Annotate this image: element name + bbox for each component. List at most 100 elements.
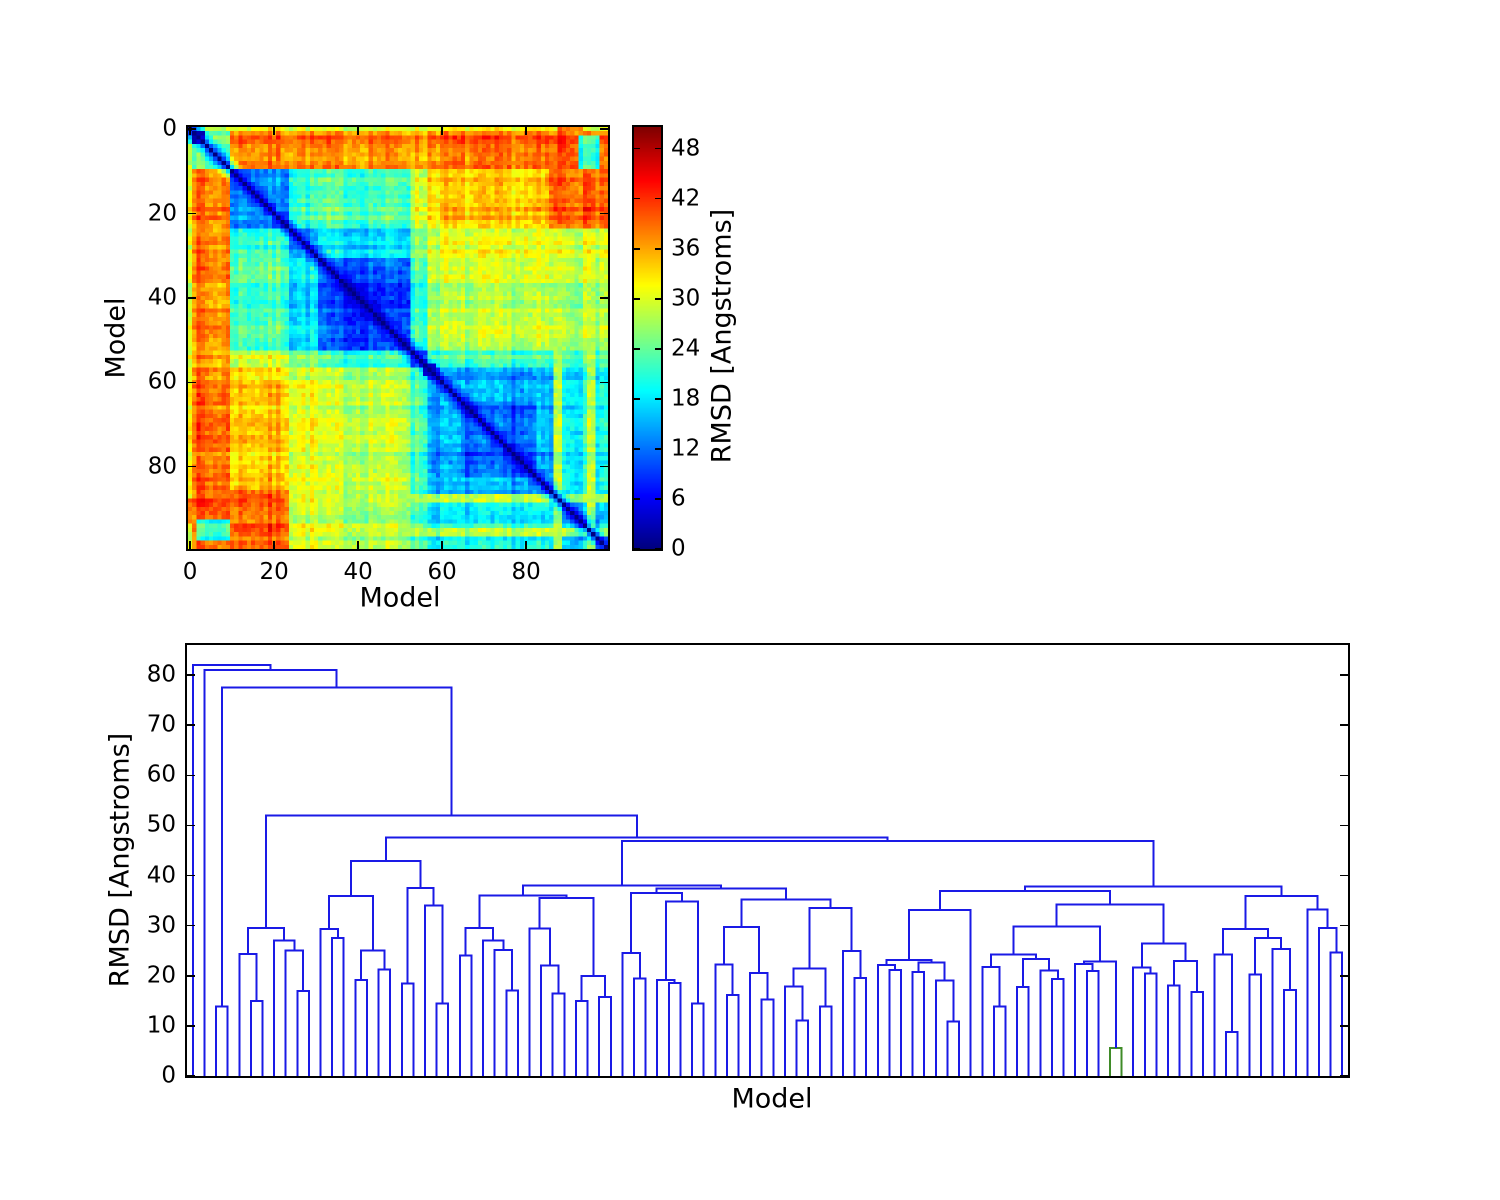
colorbar-tick — [634, 398, 640, 400]
heatmap-xtick — [525, 541, 527, 549]
dendrogram-link — [191, 664, 272, 1076]
dendrogram-ytick — [1340, 774, 1348, 777]
heatmap-ytick — [600, 465, 608, 468]
dendrogram-link — [1055, 903, 1165, 944]
heatmap-ytick — [188, 128, 196, 130]
colorbar-tick — [634, 147, 640, 150]
heatmap-ytick-label: 20 — [147, 200, 177, 226]
heatmap-xtick-label: 0 — [182, 559, 198, 585]
dendrogram-link — [551, 992, 566, 1076]
colorbar-tick — [634, 348, 640, 350]
dendrogram-link — [1329, 951, 1344, 1076]
colorbar-tick — [655, 348, 661, 350]
dendrogram-ytick — [1340, 1025, 1348, 1027]
dendrogram-ytick-label: 0 — [161, 1062, 176, 1089]
dendrogram-ytick-label: 60 — [146, 761, 176, 788]
dendrogram-axes — [185, 643, 1350, 1078]
heatmap-xtick — [189, 541, 191, 549]
heatmap-axes — [186, 125, 610, 551]
dendrogram-link — [876, 964, 897, 1076]
dendrogram-link — [908, 909, 972, 1076]
dendrogram-link — [740, 898, 832, 928]
colorbar-tick — [634, 448, 640, 450]
heatmap-ytick — [600, 128, 608, 130]
dendrogram-link — [1306, 908, 1329, 1076]
dendrogram-link — [1317, 927, 1338, 1076]
dendrogram-link — [1074, 963, 1094, 1076]
dendrogram-link — [360, 949, 386, 980]
dendrogram-ytick — [1340, 824, 1348, 827]
dendrogram-link — [818, 1005, 833, 1076]
heatmap-ytick — [600, 381, 608, 384]
dendrogram-ytick-label: 20 — [146, 962, 176, 989]
dendrogram-link — [598, 995, 612, 1076]
dendrogram-ytick — [1340, 1075, 1348, 1077]
colorbar-tick-label: 30 — [671, 285, 701, 312]
dendrogram-link — [349, 860, 422, 897]
dendrogram-ytick-label: 50 — [146, 811, 176, 838]
colorbar-tick-label: 0 — [671, 535, 686, 562]
colorbar-tick — [634, 197, 640, 200]
dendrogram-link — [296, 989, 310, 1076]
dendrogram-link — [1248, 973, 1262, 1076]
dendrogram-link — [792, 967, 827, 1007]
dendrogram-link — [989, 953, 1037, 967]
dendrogram-link — [354, 978, 368, 1076]
colorbar-gradient — [634, 127, 661, 549]
dendrogram-ytick — [187, 1075, 195, 1077]
dendrogram-link — [691, 1002, 705, 1076]
dendrogram-link — [493, 949, 514, 1076]
heatmap-xtick-label: 80 — [511, 559, 541, 585]
colorbar-tick — [655, 248, 661, 250]
heatmap-xtick — [273, 127, 275, 135]
dendrogram-link — [992, 1005, 1007, 1076]
dendrogram-link — [521, 884, 723, 896]
colorbar-tick-label: 48 — [671, 135, 701, 162]
heatmap-xtick — [441, 541, 443, 549]
colorbar-tick — [655, 197, 661, 200]
colorbar-tick — [655, 398, 661, 400]
dendrogram-link — [1213, 953, 1233, 1076]
dendrogram-link — [424, 904, 444, 1076]
dendrogram-link — [406, 887, 435, 984]
dendrogram-ytick — [1340, 874, 1348, 877]
dendrogram-link — [528, 927, 551, 1076]
dendrogram-link — [722, 926, 760, 973]
dendrogram-link — [482, 939, 505, 1076]
dendrogram-link — [1283, 988, 1297, 1076]
dendrogram-link — [538, 897, 595, 976]
dendrogram-xlabel: Model — [731, 1083, 813, 1115]
heatmap-image — [188, 127, 608, 549]
dendrogram-link — [273, 939, 296, 1076]
colorbar-tick — [655, 548, 661, 550]
dendrogram-ytick — [1340, 674, 1348, 676]
dendrogram-link — [1271, 948, 1291, 1076]
dendrogram-ytick — [187, 674, 195, 676]
colorbar-tick — [634, 548, 640, 550]
colorbar-tick-label: 12 — [671, 435, 701, 462]
dendrogram-link — [331, 937, 345, 1076]
heatmap-ytick-label: 0 — [162, 115, 177, 142]
dendrogram-ytick — [1340, 924, 1348, 927]
dendrogram-ytick — [187, 724, 195, 726]
dendrogram-link — [400, 982, 415, 1076]
dendrogram-link — [630, 892, 683, 954]
dendrogram-link — [1140, 942, 1187, 968]
dendrogram-link — [621, 952, 641, 1076]
dendrogram-link — [464, 927, 495, 956]
heatmap-xtick — [357, 127, 359, 135]
colorbar-tick-label: 24 — [671, 335, 701, 362]
colorbar-tick — [634, 498, 640, 500]
dendrogram-ytick — [187, 774, 195, 777]
dendrogram-link — [749, 971, 769, 1076]
heatmap-xtick-label: 60 — [427, 559, 457, 585]
dendrogram-ytick-label: 70 — [146, 711, 176, 738]
dendrogram-plot — [191, 664, 1344, 1076]
dendrogram-link — [911, 970, 926, 1076]
dendrogram-link — [1222, 928, 1270, 955]
dendrogram-link — [328, 895, 374, 951]
dendrogram-link — [215, 1005, 229, 1076]
colorbar-tick-label: 6 — [671, 485, 686, 512]
dendrogram-link — [1254, 937, 1283, 975]
heatmap-ytick — [600, 297, 608, 299]
